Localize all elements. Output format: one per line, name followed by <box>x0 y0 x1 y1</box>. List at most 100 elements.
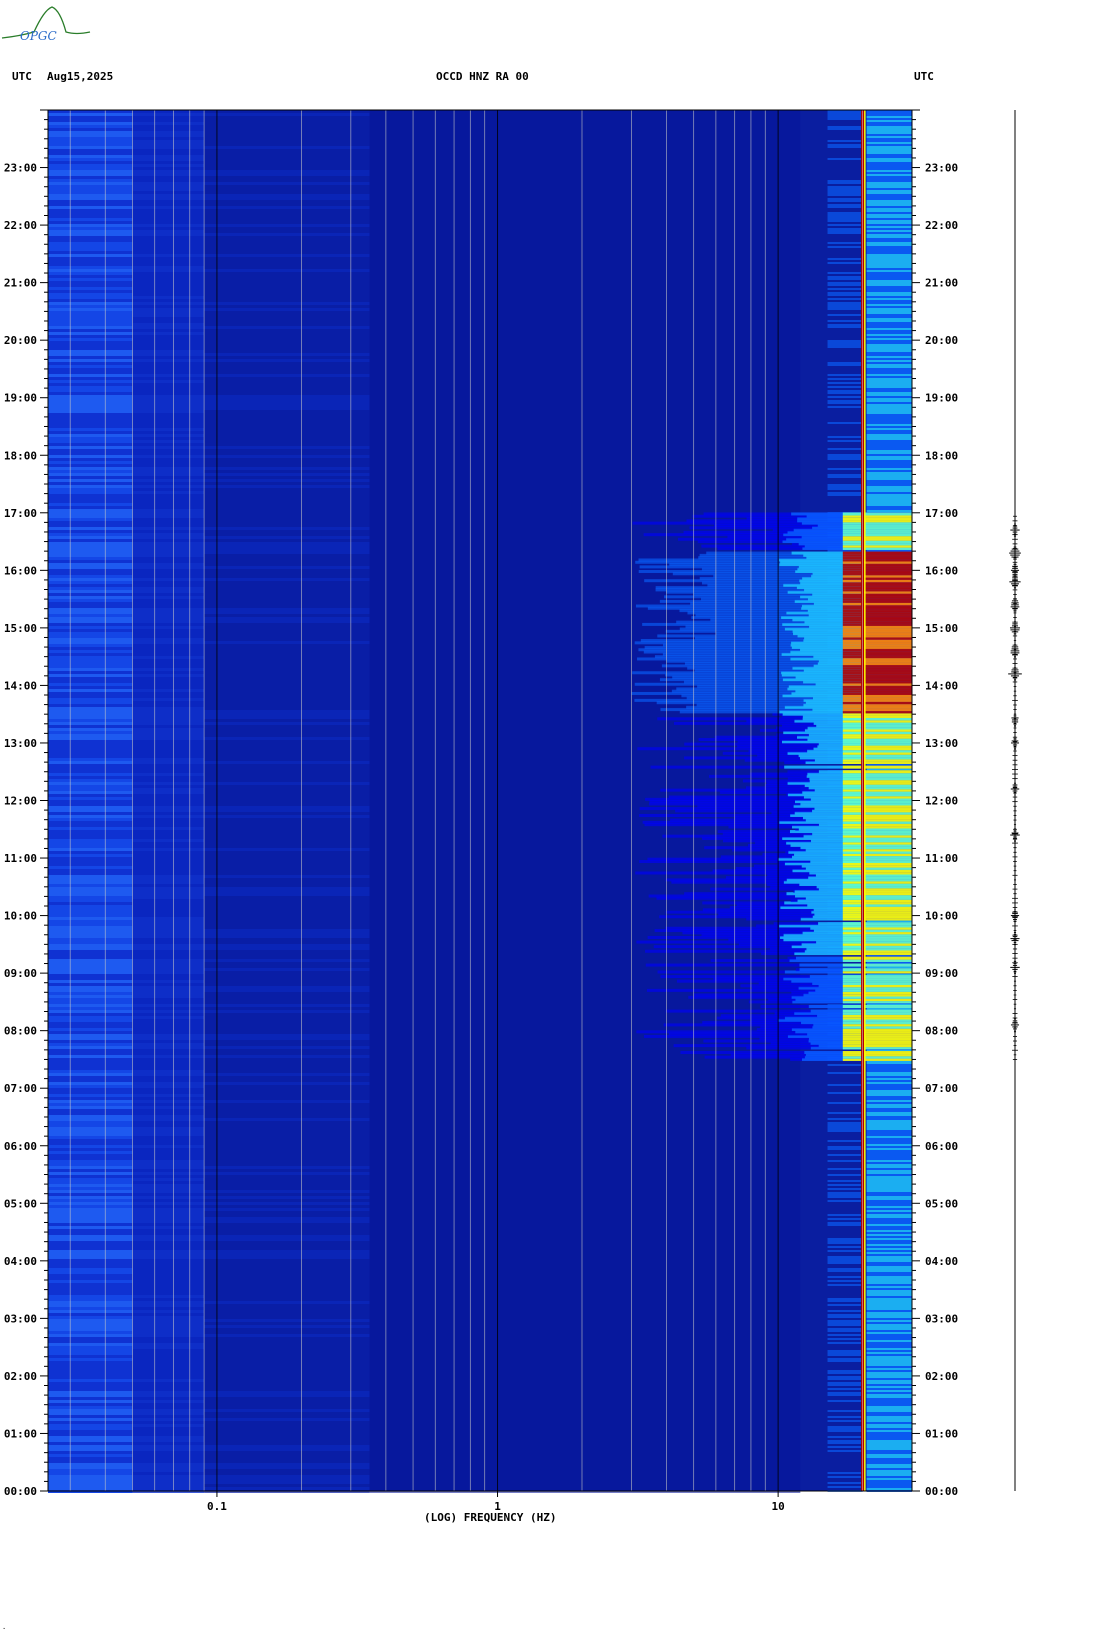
low-freq-band-row <box>48 950 133 953</box>
activity-hot-cell <box>842 528 912 532</box>
low-freq-band-row <box>48 815 133 818</box>
mid-freq-band-row <box>369 461 801 464</box>
high-freq-noise-row <box>827 382 863 384</box>
low-freq-band-row <box>48 608 133 611</box>
low-freq-band-row <box>48 1130 133 1133</box>
high-freq-noise-row <box>827 186 863 188</box>
mid-freq-band-row <box>204 827 370 830</box>
low-freq-band-row <box>132 386 205 389</box>
high-freq-noise-row <box>827 1140 863 1142</box>
low-freq-band-row <box>48 788 133 791</box>
low-freq-band-row <box>48 1337 133 1340</box>
low-freq-band-row <box>132 812 205 815</box>
low-freq-band-row <box>132 233 205 236</box>
y-tick-label-right: 13:00 <box>925 737 958 750</box>
activity-streak <box>653 945 912 949</box>
mid-freq-band-row <box>369 899 801 902</box>
high-freq-noise-row <box>827 402 863 404</box>
low-freq-band-row <box>132 983 205 986</box>
mid-freq-band-row <box>369 1478 801 1481</box>
activity-hot-cell <box>842 726 912 730</box>
mid-freq-band-row <box>204 1304 370 1307</box>
mid-freq-band-row <box>369 509 801 512</box>
high-freq-noise-row <box>866 200 912 202</box>
activity-streak <box>689 526 912 530</box>
activity-streak <box>789 830 863 834</box>
activity-hot-cell <box>842 901 912 905</box>
mid-freq-band-row <box>369 1181 801 1184</box>
high-freq-noise-row <box>827 302 863 304</box>
low-freq-band-row <box>132 1172 205 1175</box>
activity-streak <box>809 779 863 783</box>
mid-freq-band-row <box>204 1286 370 1289</box>
low-freq-band-row <box>48 575 133 578</box>
activity-streak <box>782 712 863 716</box>
activity-streak <box>639 807 912 811</box>
low-freq-band-row <box>48 782 133 785</box>
y-tick-label-left: 09:00 <box>4 967 37 980</box>
low-freq-band-row <box>48 1106 133 1109</box>
low-freq-band-row <box>48 860 133 863</box>
activity-streak <box>700 597 912 601</box>
y-tick-label-right: 21:00 <box>925 277 958 290</box>
activity-streak <box>783 533 863 537</box>
mid-freq-band-row <box>369 275 801 278</box>
high-freq-noise-row <box>827 292 863 294</box>
mid-freq-band-row <box>369 320 801 323</box>
mid-freq-band-row <box>204 656 370 659</box>
mid-freq-band-row <box>369 1364 801 1367</box>
mid-freq-band-row <box>369 872 801 875</box>
high-freq-noise-row <box>827 1180 863 1182</box>
mid-freq-band-row <box>204 686 370 689</box>
high-freq-noise-row <box>866 1248 912 1250</box>
low-freq-band-row <box>132 1112 205 1115</box>
high-freq-noise-row <box>866 1118 912 1120</box>
mid-freq-band-row <box>204 464 370 467</box>
mid-freq-band-row <box>369 767 801 770</box>
mid-freq-band-row <box>369 281 801 284</box>
low-freq-band-row <box>48 1487 133 1490</box>
mid-freq-band-row <box>369 995 801 998</box>
low-freq-band-row <box>48 557 133 560</box>
activity-streak <box>804 1051 863 1055</box>
activity-streak <box>780 906 863 910</box>
low-freq-band-row <box>132 347 205 350</box>
mid-freq-band-row <box>204 1319 370 1322</box>
activity-streak <box>801 1021 863 1025</box>
activity-hot-cell <box>842 929 912 933</box>
mid-freq-band-row <box>204 230 370 233</box>
high-freq-noise-row <box>866 1378 912 1380</box>
low-freq-band-row <box>48 1031 133 1034</box>
low-freq-band-row <box>48 1343 133 1346</box>
high-freq-noise-row <box>866 1224 912 1226</box>
low-freq-band-row <box>48 491 133 494</box>
high-freq-noise-row <box>827 1392 863 1394</box>
low-freq-band-row <box>132 248 205 251</box>
low-freq-band-row <box>48 683 133 686</box>
low-freq-band-row <box>48 854 133 857</box>
mid-freq-band-row <box>204 422 370 425</box>
low-freq-band-row <box>48 992 133 995</box>
mid-freq-band-row <box>369 896 801 899</box>
activity-streak <box>816 885 863 889</box>
high-freq-noise-row <box>827 326 863 328</box>
mid-freq-band-row <box>204 1337 370 1340</box>
mid-freq-band-row <box>369 1277 801 1280</box>
high-freq-noise-row <box>827 262 863 264</box>
low-freq-band-row <box>48 1034 133 1037</box>
mid-freq-band-row <box>204 563 370 566</box>
y-tick-label-left: 16:00 <box>4 564 37 577</box>
high-freq-noise-row <box>827 468 863 470</box>
mid-freq-band-row <box>204 860 370 863</box>
activity-streak <box>810 859 863 863</box>
low-freq-band-row <box>48 1052 133 1055</box>
low-freq-band-row <box>48 569 133 572</box>
mid-freq-band-row <box>204 950 370 953</box>
low-freq-band-row <box>48 1172 133 1175</box>
low-freq-band-row <box>132 740 205 743</box>
mid-freq-band-row <box>204 359 370 362</box>
high-freq-noise-row <box>866 258 912 260</box>
mid-freq-band-row <box>369 1118 801 1121</box>
low-freq-band-row <box>132 359 205 362</box>
mid-freq-band-row <box>369 965 801 968</box>
